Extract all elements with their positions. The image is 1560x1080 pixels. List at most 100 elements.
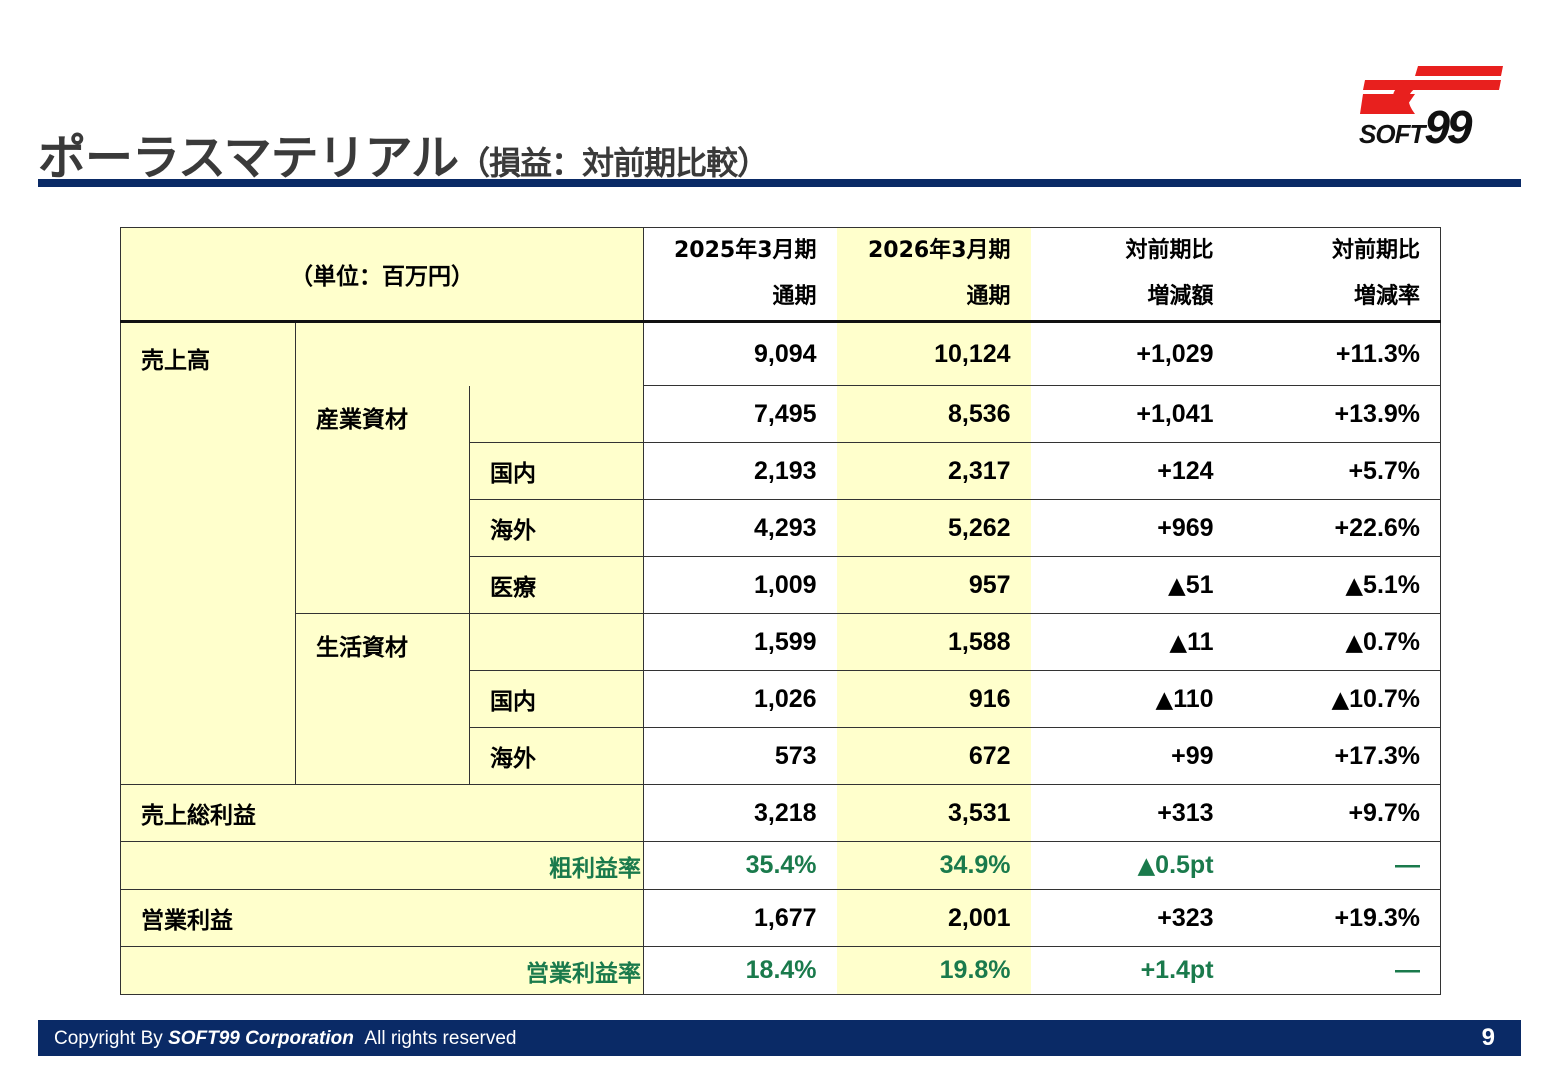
- cell-value: +17.3%: [1233, 727, 1442, 785]
- cell-value: +1,029: [1030, 321, 1234, 386]
- cell-value: +313: [1030, 784, 1234, 842]
- col-header-change-amount-line1: 対前期比: [1125, 238, 1214, 263]
- table-row-industrial: 産業資材 7,495 8,536 +1,041 +13.9%: [121, 385, 1442, 614]
- col-header-fy2026: 2026年3月期通期: [836, 227, 1031, 323]
- cell-value-text: 11: [1187, 627, 1214, 656]
- row-label-living-domestic: 国内: [468, 670, 645, 728]
- cell-value: +124: [1030, 442, 1234, 500]
- cell-value: +323: [1030, 889, 1234, 947]
- pl-comparison-table: （単位：百万円） 2025年3月期通期 2026年3月期通期 対前期比増減額 対…: [119, 227, 1442, 995]
- cell-value: 10,124: [836, 321, 1031, 386]
- unit-label: （単位：百万円）: [119, 227, 645, 323]
- table-row-industrial-medical: 医療 1,009 957 ▲51 ▲5.1%: [121, 556, 1442, 614]
- col-header-change-rate-line1: 対前期比: [1332, 238, 1421, 263]
- cell-value: 5,262: [836, 499, 1031, 557]
- cell-value: +99: [1030, 727, 1234, 785]
- cell-value-text: 51: [1185, 570, 1214, 599]
- row-label-living-overseas: 海外: [468, 727, 645, 785]
- decrease-triangle-icon: ▲: [1345, 629, 1364, 656]
- sales-label-spacer: [295, 321, 645, 386]
- table-row-operating-margin: 営業利益率 18.4% 19.8% +1.4pt —: [119, 946, 1442, 995]
- cell-value: 9,094: [643, 321, 837, 386]
- cell-value: 1,599: [643, 613, 837, 671]
- living-label-spacer: [469, 613, 645, 671]
- table-header-row: （単位：百万円） 2025年3月期通期 2026年3月期通期 対前期比増減額 対…: [119, 227, 1442, 323]
- cell-value: ▲5.1%: [1233, 556, 1442, 614]
- logo-band-icon: [1360, 66, 1503, 114]
- cell-value: +11.3%: [1233, 321, 1442, 386]
- row-label-industrial-domestic: 国内: [468, 442, 645, 500]
- cell-value: +22.6%: [1233, 499, 1442, 557]
- col-header-change-amount-line2: 増減額: [1147, 284, 1214, 309]
- col-header-fy2025-line2: 通期: [772, 284, 817, 309]
- cell-value: —: [1233, 841, 1442, 890]
- title-underline: [38, 179, 1521, 187]
- table-row-living: 生活資材 1,599 1,588 ▲11 ▲0.7%: [121, 613, 1442, 785]
- decrease-triangle-icon: ▲: [1168, 572, 1186, 599]
- cell-value: 19.8%: [836, 946, 1031, 995]
- cell-value: +19.3%: [1233, 889, 1442, 947]
- cell-value: 2,317: [836, 442, 1031, 500]
- page-number: 9: [1481, 1024, 1495, 1051]
- decrease-triangle-icon: ▲: [1331, 686, 1350, 713]
- cell-value: 4,293: [643, 499, 837, 557]
- cell-value: ▲11: [1030, 613, 1234, 671]
- logo-wordmark: SOFT99: [1359, 101, 1473, 153]
- table-row-sales: 売上高 9,094 10,124 +1,029 +11.3%: [120, 321, 1442, 785]
- copyright-text: Copyright By SOFT99 Corporation All righ…: [54, 1028, 516, 1050]
- copyright-prefix: Copyright By: [54, 1028, 163, 1049]
- page-title: ポーラスマテリアル（損益：対前期比較）: [38, 118, 769, 186]
- cell-value: 1,677: [643, 889, 837, 947]
- cell-value: +5.7%: [1233, 442, 1442, 500]
- col-header-fy2026-line2: 通期: [966, 284, 1011, 309]
- company-name: SOFT99 Corporation: [168, 1028, 354, 1049]
- row-label-industrial-overseas: 海外: [468, 499, 645, 557]
- cell-value: 8,536: [836, 385, 1031, 443]
- row-label-industrial-medical: 医療: [468, 556, 645, 614]
- cell-value: 957: [836, 556, 1031, 614]
- table-row-industrial-domestic: 国内 2,193 2,317 +124 +5.7%: [121, 442, 1442, 500]
- row-label-operating-margin: 営業利益率: [119, 946, 645, 995]
- cell-value: 3,531: [836, 784, 1031, 842]
- cell-value: ▲10.7%: [1233, 670, 1442, 728]
- decrease-triangle-icon: ▲: [1345, 572, 1364, 599]
- cell-value: ▲51: [1030, 556, 1234, 614]
- decrease-triangle-icon: ▲: [1169, 629, 1188, 656]
- cell-value: 672: [836, 727, 1031, 785]
- col-header-change-rate-line2: 増減率: [1354, 284, 1421, 309]
- cell-value: ▲0.7%: [1233, 613, 1442, 671]
- cell-value: 1,588: [836, 613, 1031, 671]
- row-label-operating-profit: 営業利益: [119, 889, 645, 947]
- decrease-triangle-icon: ▲: [1155, 686, 1174, 713]
- col-header-change-amount: 対前期比増減額: [1030, 227, 1234, 323]
- table-row-gross-profit: 売上総利益 3,218 3,531 +313 +9.7%: [119, 784, 1442, 842]
- cell-value: 18.4%: [643, 946, 837, 995]
- table-row-gross-margin: 粗利益率 35.4% 34.9% ▲0.5pt —: [119, 841, 1442, 890]
- cell-value-text: 0.7%: [1363, 627, 1421, 656]
- footer-bar: Copyright By SOFT99 Corporation All righ…: [38, 1020, 1521, 1056]
- cell-value: 1,026: [643, 670, 837, 728]
- col-header-fy2025-line1: 2025年3月期: [673, 238, 817, 263]
- cell-value-text: 5.1%: [1363, 570, 1421, 599]
- cell-value: 35.4%: [643, 841, 837, 890]
- cell-value-text: 10.7%: [1349, 684, 1421, 713]
- row-label-gross-profit: 売上総利益: [119, 784, 645, 842]
- title-subtitle: （損益：対前期比較）: [458, 144, 769, 182]
- soft99-logo: SOFT99: [1355, 62, 1505, 154]
- cell-value: +9.7%: [1233, 784, 1442, 842]
- table-row-living-overseas: 海外 573 672 +99 +17.3%: [121, 727, 1442, 785]
- cell-value: ▲110: [1030, 670, 1234, 728]
- cell-value: +1.4pt: [1030, 946, 1234, 995]
- col-header-fy2026-line1: 2026年3月期: [867, 238, 1011, 263]
- row-label-sales: 売上高: [120, 321, 296, 785]
- cell-value: 3,218: [643, 784, 837, 842]
- rights-text: All rights reserved: [364, 1028, 517, 1049]
- cell-value: 1,009: [643, 556, 837, 614]
- cell-value: 916: [836, 670, 1031, 728]
- cell-value: 7,495: [643, 385, 837, 443]
- cell-value: +969: [1030, 499, 1234, 557]
- cell-value: 2,001: [836, 889, 1031, 947]
- cell-value: +13.9%: [1233, 385, 1442, 443]
- decrease-triangle-icon: ▲: [1137, 853, 1156, 879]
- row-label-living: 生活資材: [295, 613, 470, 785]
